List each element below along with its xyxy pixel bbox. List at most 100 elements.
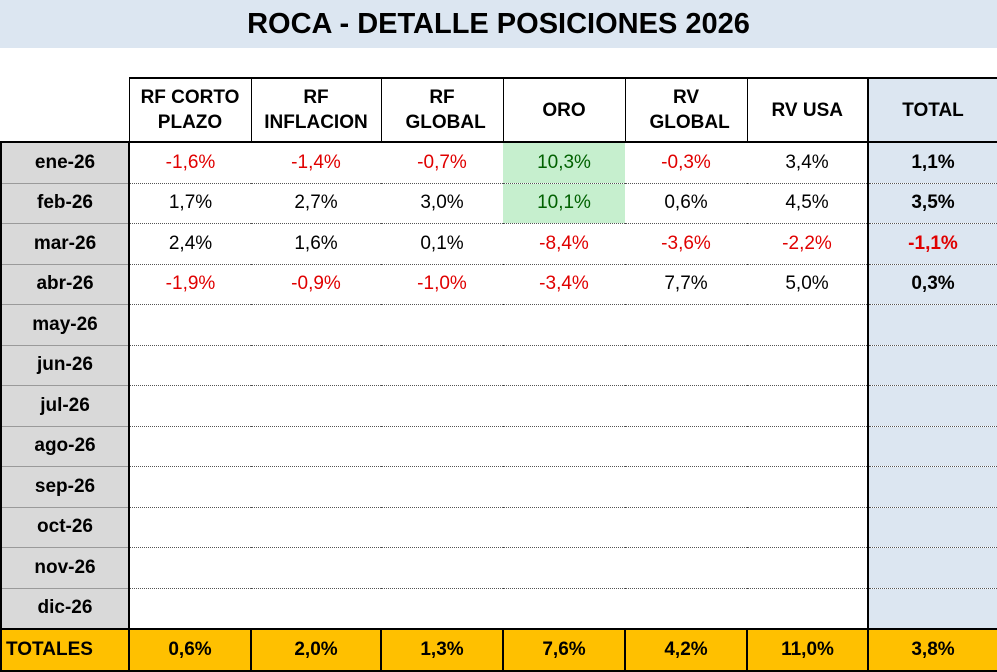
header-oro: ORO bbox=[502, 77, 625, 142]
cell-rf-corto-plazo: -1,9% bbox=[129, 264, 251, 305]
header-rv-usa: RV USA bbox=[746, 77, 868, 142]
cell-total: -1,1% bbox=[867, 223, 997, 265]
cell-oro bbox=[503, 507, 625, 548]
cell-oro: -8,4% bbox=[503, 223, 625, 265]
cell-rf-corto-plazo: 1,7% bbox=[129, 183, 251, 224]
totals-label: TOTALES bbox=[0, 628, 130, 672]
cell-rf-global: 0,1% bbox=[381, 223, 503, 265]
table-row: jun-26 bbox=[0, 345, 997, 386]
cell-rf-corto-plazo bbox=[129, 304, 251, 346]
cell-rf-global: 3,0% bbox=[381, 183, 503, 224]
cell-rv-usa bbox=[747, 547, 868, 589]
cell-rf-corto-plazo bbox=[129, 507, 251, 548]
cell-rv-usa bbox=[747, 507, 868, 548]
cell-rf-global bbox=[381, 385, 503, 427]
cell-oro bbox=[503, 547, 625, 589]
cell-rv-global: -3,6% bbox=[625, 223, 747, 265]
table-row: mar-26 2,4% 1,6% 0,1% -8,4% -3,6% -2,2% -1,1% bbox=[0, 223, 997, 265]
table-row: may-26 bbox=[0, 304, 997, 346]
cell-total: 0,3% bbox=[867, 264, 997, 305]
totals-total: 3,8% bbox=[867, 628, 997, 672]
header-rf-inflacion: RF INFLACION bbox=[250, 77, 381, 142]
table-row: nov-26 bbox=[0, 547, 997, 589]
month-label: ene-26 bbox=[0, 141, 130, 184]
table-row: oct-26 bbox=[0, 507, 997, 548]
cell-rf-inflacion: -0,9% bbox=[251, 264, 381, 305]
cell-rf-inflacion bbox=[251, 588, 381, 630]
cell-rv-global: 7,7% bbox=[625, 264, 747, 305]
cell-rf-inflacion: -1,4% bbox=[251, 141, 381, 184]
cell-total bbox=[867, 345, 997, 386]
cell-rv-global: 0,6% bbox=[625, 183, 747, 224]
cell-rf-global: -0,7% bbox=[381, 141, 503, 184]
month-label: ago-26 bbox=[0, 426, 130, 467]
cell-rv-usa: -2,2% bbox=[747, 223, 868, 265]
cell-rf-inflacion bbox=[251, 426, 381, 467]
cell-rf-global bbox=[381, 426, 503, 467]
cell-rv-usa bbox=[747, 385, 868, 427]
cell-rv-global: -0,3% bbox=[625, 141, 747, 184]
cell-rf-inflacion bbox=[251, 507, 381, 548]
cell-rv-global bbox=[625, 304, 747, 346]
cell-rf-inflacion bbox=[251, 466, 381, 508]
month-label: jun-26 bbox=[0, 345, 130, 386]
table-row: sep-26 bbox=[0, 466, 997, 508]
cell-total bbox=[867, 426, 997, 467]
totals-rf-corto-plazo: 0,6% bbox=[128, 628, 252, 672]
month-label: abr-26 bbox=[0, 264, 130, 305]
cell-rv-global bbox=[625, 588, 747, 630]
cell-rf-inflacion: 2,7% bbox=[251, 183, 381, 224]
cell-rf-inflacion: 1,6% bbox=[251, 223, 381, 265]
totals-rf-inflacion: 2,0% bbox=[250, 628, 382, 672]
cell-rf-global bbox=[381, 304, 503, 346]
cell-oro bbox=[503, 426, 625, 467]
table-row: ago-26 bbox=[0, 426, 997, 467]
cell-rf-corto-plazo bbox=[129, 426, 251, 467]
cell-rv-usa: 4,5% bbox=[747, 183, 868, 224]
cell-oro bbox=[503, 588, 625, 630]
cell-rv-usa: 5,0% bbox=[747, 264, 868, 305]
cell-rv-usa bbox=[747, 588, 868, 630]
page-title: ROCA - DETALLE POSICIONES 2026 bbox=[0, 0, 997, 48]
cell-rf-inflacion bbox=[251, 345, 381, 386]
cell-rf-global: -1,0% bbox=[381, 264, 503, 305]
cell-rf-corto-plazo: 2,4% bbox=[129, 223, 251, 265]
cell-rf-global bbox=[381, 345, 503, 386]
header-rf-corto-plazo: RF CORTO PLAZO bbox=[128, 77, 251, 142]
month-label: mar-26 bbox=[0, 223, 130, 265]
cell-rf-inflacion bbox=[251, 547, 381, 589]
month-label: jul-26 bbox=[0, 385, 130, 427]
header-rf-global: RF GLOBAL bbox=[380, 77, 503, 142]
cell-rf-global bbox=[381, 466, 503, 508]
cell-rf-inflacion bbox=[251, 304, 381, 346]
cell-rf-global bbox=[381, 588, 503, 630]
header-rv-global: RV GLOBAL bbox=[624, 77, 747, 142]
cell-rv-usa bbox=[747, 426, 868, 467]
cell-total: 1,1% bbox=[867, 141, 997, 184]
cell-total bbox=[867, 304, 997, 346]
cell-rf-global bbox=[381, 547, 503, 589]
month-label: dic-26 bbox=[0, 588, 130, 630]
cell-rf-global bbox=[381, 507, 503, 548]
cell-rf-corto-plazo bbox=[129, 466, 251, 508]
table-row: jul-26 bbox=[0, 385, 997, 427]
table-row: feb-26 1,7% 2,7% 3,0% 10,1% 0,6% 4,5% 3,5% bbox=[0, 183, 997, 224]
cell-total: 3,5% bbox=[867, 183, 997, 224]
positions-table: RF CORTO PLAZO RF INFLACION RF GLOBAL OR… bbox=[0, 77, 997, 672]
totals-rv-global: 4,2% bbox=[624, 628, 748, 672]
cell-total bbox=[867, 466, 997, 508]
cell-rf-corto-plazo bbox=[129, 385, 251, 427]
table-row: dic-26 bbox=[0, 588, 997, 630]
month-label: oct-26 bbox=[0, 507, 130, 548]
cell-rf-corto-plazo: -1,6% bbox=[129, 141, 251, 184]
cell-total bbox=[867, 547, 997, 589]
month-label: feb-26 bbox=[0, 183, 130, 224]
header-total: TOTAL bbox=[867, 77, 997, 142]
cell-rv-global bbox=[625, 547, 747, 589]
totals-oro: 7,6% bbox=[502, 628, 626, 672]
cell-rf-inflacion bbox=[251, 385, 381, 427]
cell-oro bbox=[503, 466, 625, 508]
cell-rv-global bbox=[625, 426, 747, 467]
totals-row: TOTALES 0,6% 2,0% 1,3% 7,6% 4,2% 11,0% 3,8% bbox=[0, 628, 997, 672]
cell-rf-corto-plazo bbox=[129, 547, 251, 589]
